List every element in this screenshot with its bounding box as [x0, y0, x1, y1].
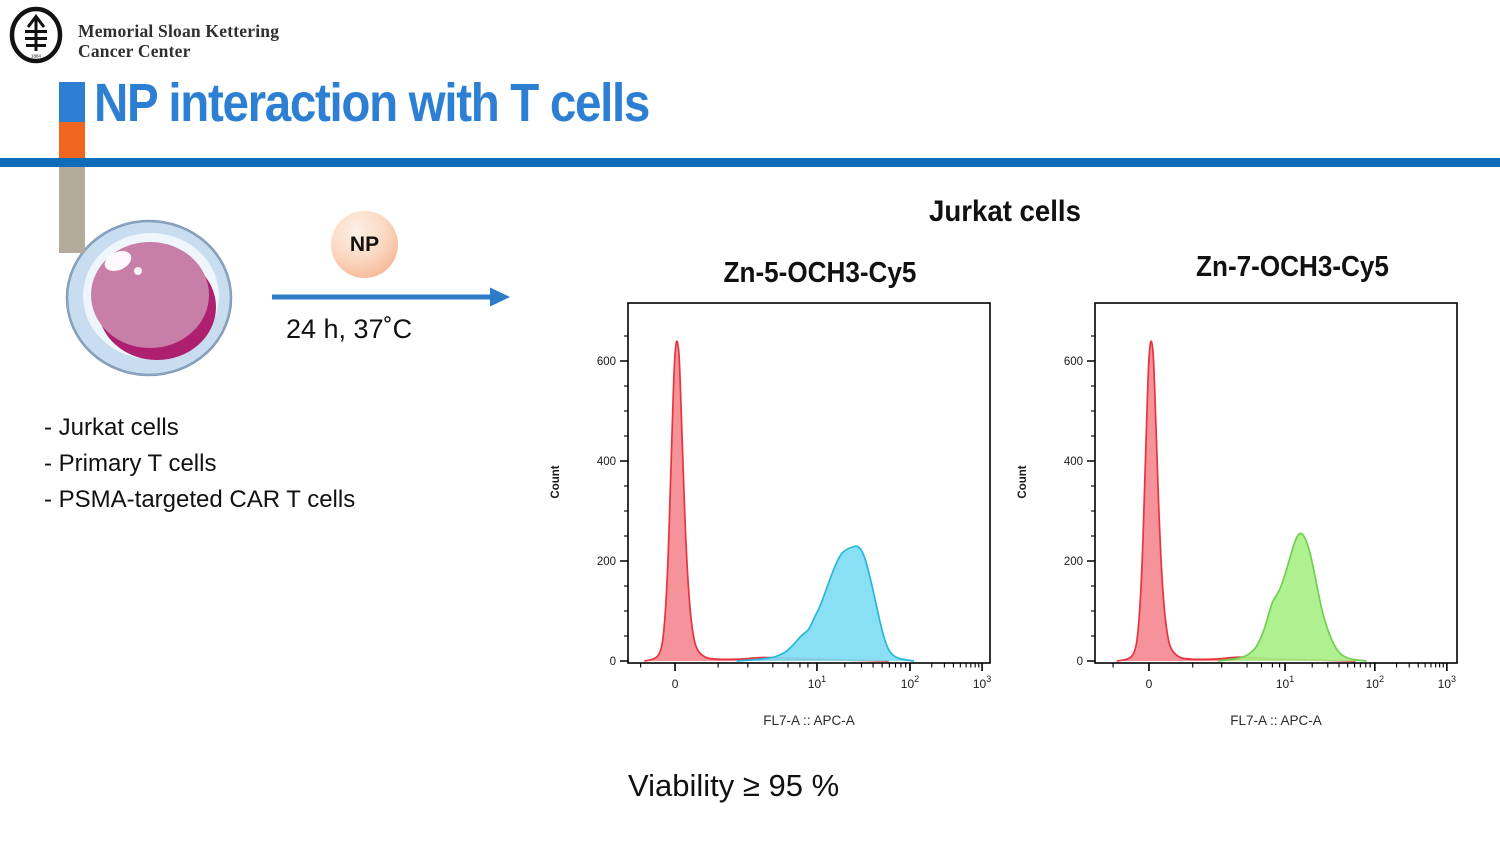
y-tick-label: 600: [597, 356, 616, 368]
y-tick-label: 400: [1064, 456, 1083, 468]
msk-logo-year: 1884: [31, 54, 42, 59]
series-control-fill: [1116, 341, 1356, 661]
histogram-right: 0 200 400 600 0 101 102 103 Count FL7-A :: APC-A: [1012, 295, 1477, 752]
msk-logo-icon: 1884: [9, 6, 63, 64]
np-label: NP: [349, 232, 380, 256]
x-tick-label: 102: [1366, 674, 1384, 691]
series-signal-curve: [736, 545, 915, 662]
x-tick-label: 101: [808, 674, 826, 691]
np-nanoparticle: NP: [331, 211, 398, 278]
msk-org-line1: Memorial Sloan Kettering: [78, 21, 280, 41]
series-control-fill: [644, 341, 889, 661]
list-item: - Jurkat cells: [44, 414, 179, 441]
x-tick-label: 103: [973, 674, 991, 691]
x-tick-label: 102: [901, 674, 919, 691]
x-axis-label: FL7-A :: APC-A: [1230, 713, 1322, 728]
list-item: - PSMA-targeted CAR T cells: [44, 486, 356, 513]
series-signal-fill: [1218, 533, 1367, 661]
msk-org-line2: Cancer Center: [78, 41, 191, 61]
y-tick-label: 0: [1077, 656, 1083, 668]
x-tick-label: 0: [672, 677, 679, 691]
slide-title: NP interaction with T cells: [94, 73, 650, 133]
x-tick-label: 101: [1276, 674, 1294, 691]
accent-bar-gray: [59, 167, 85, 253]
y-axis-label: Count: [1017, 465, 1029, 498]
y-tick-label: 200: [597, 556, 616, 568]
chart-title-left: Zn-5-OCH3-Cy5: [723, 257, 917, 289]
reaction-arrow-icon: [272, 287, 510, 307]
incubation-condition: 24 h, 37˚C: [286, 314, 413, 344]
cell-type-list: - Jurkat cells - Primary T cells - PSMA-…: [44, 410, 355, 518]
y-tick-label: 600: [1064, 356, 1083, 368]
msk-logo-text: Memorial Sloan Kettering Cancer Center: [78, 21, 279, 61]
list-item: - Primary T cells: [44, 450, 217, 477]
y-tick-label: 0: [610, 656, 616, 668]
y-axis-label: Count: [550, 465, 562, 498]
t-cell-illustration: [65, 219, 233, 377]
y-tick-label: 200: [1064, 556, 1083, 568]
x-axis-label: FL7-A :: APC-A: [763, 713, 855, 728]
histogram-left: 0 200 400 600 0 101 102 103 Count FL7-A :: APC-A: [545, 295, 1010, 752]
header-rule: [0, 158, 1500, 167]
x-tick-label: 0: [1146, 677, 1153, 691]
series-signal-fill: [736, 546, 914, 661]
chart-title-right: Zn-7-OCH3-Cy5: [1196, 251, 1389, 283]
x-tick-label: 103: [1438, 674, 1456, 691]
group-heading: Jurkat cells: [929, 195, 1081, 228]
y-tick-label: 400: [597, 456, 616, 468]
series-signal-curve: [1217, 532, 1367, 662]
accent-bar-blue: [59, 82, 85, 122]
viability-note: Viability ≥ 95 %: [628, 768, 840, 803]
